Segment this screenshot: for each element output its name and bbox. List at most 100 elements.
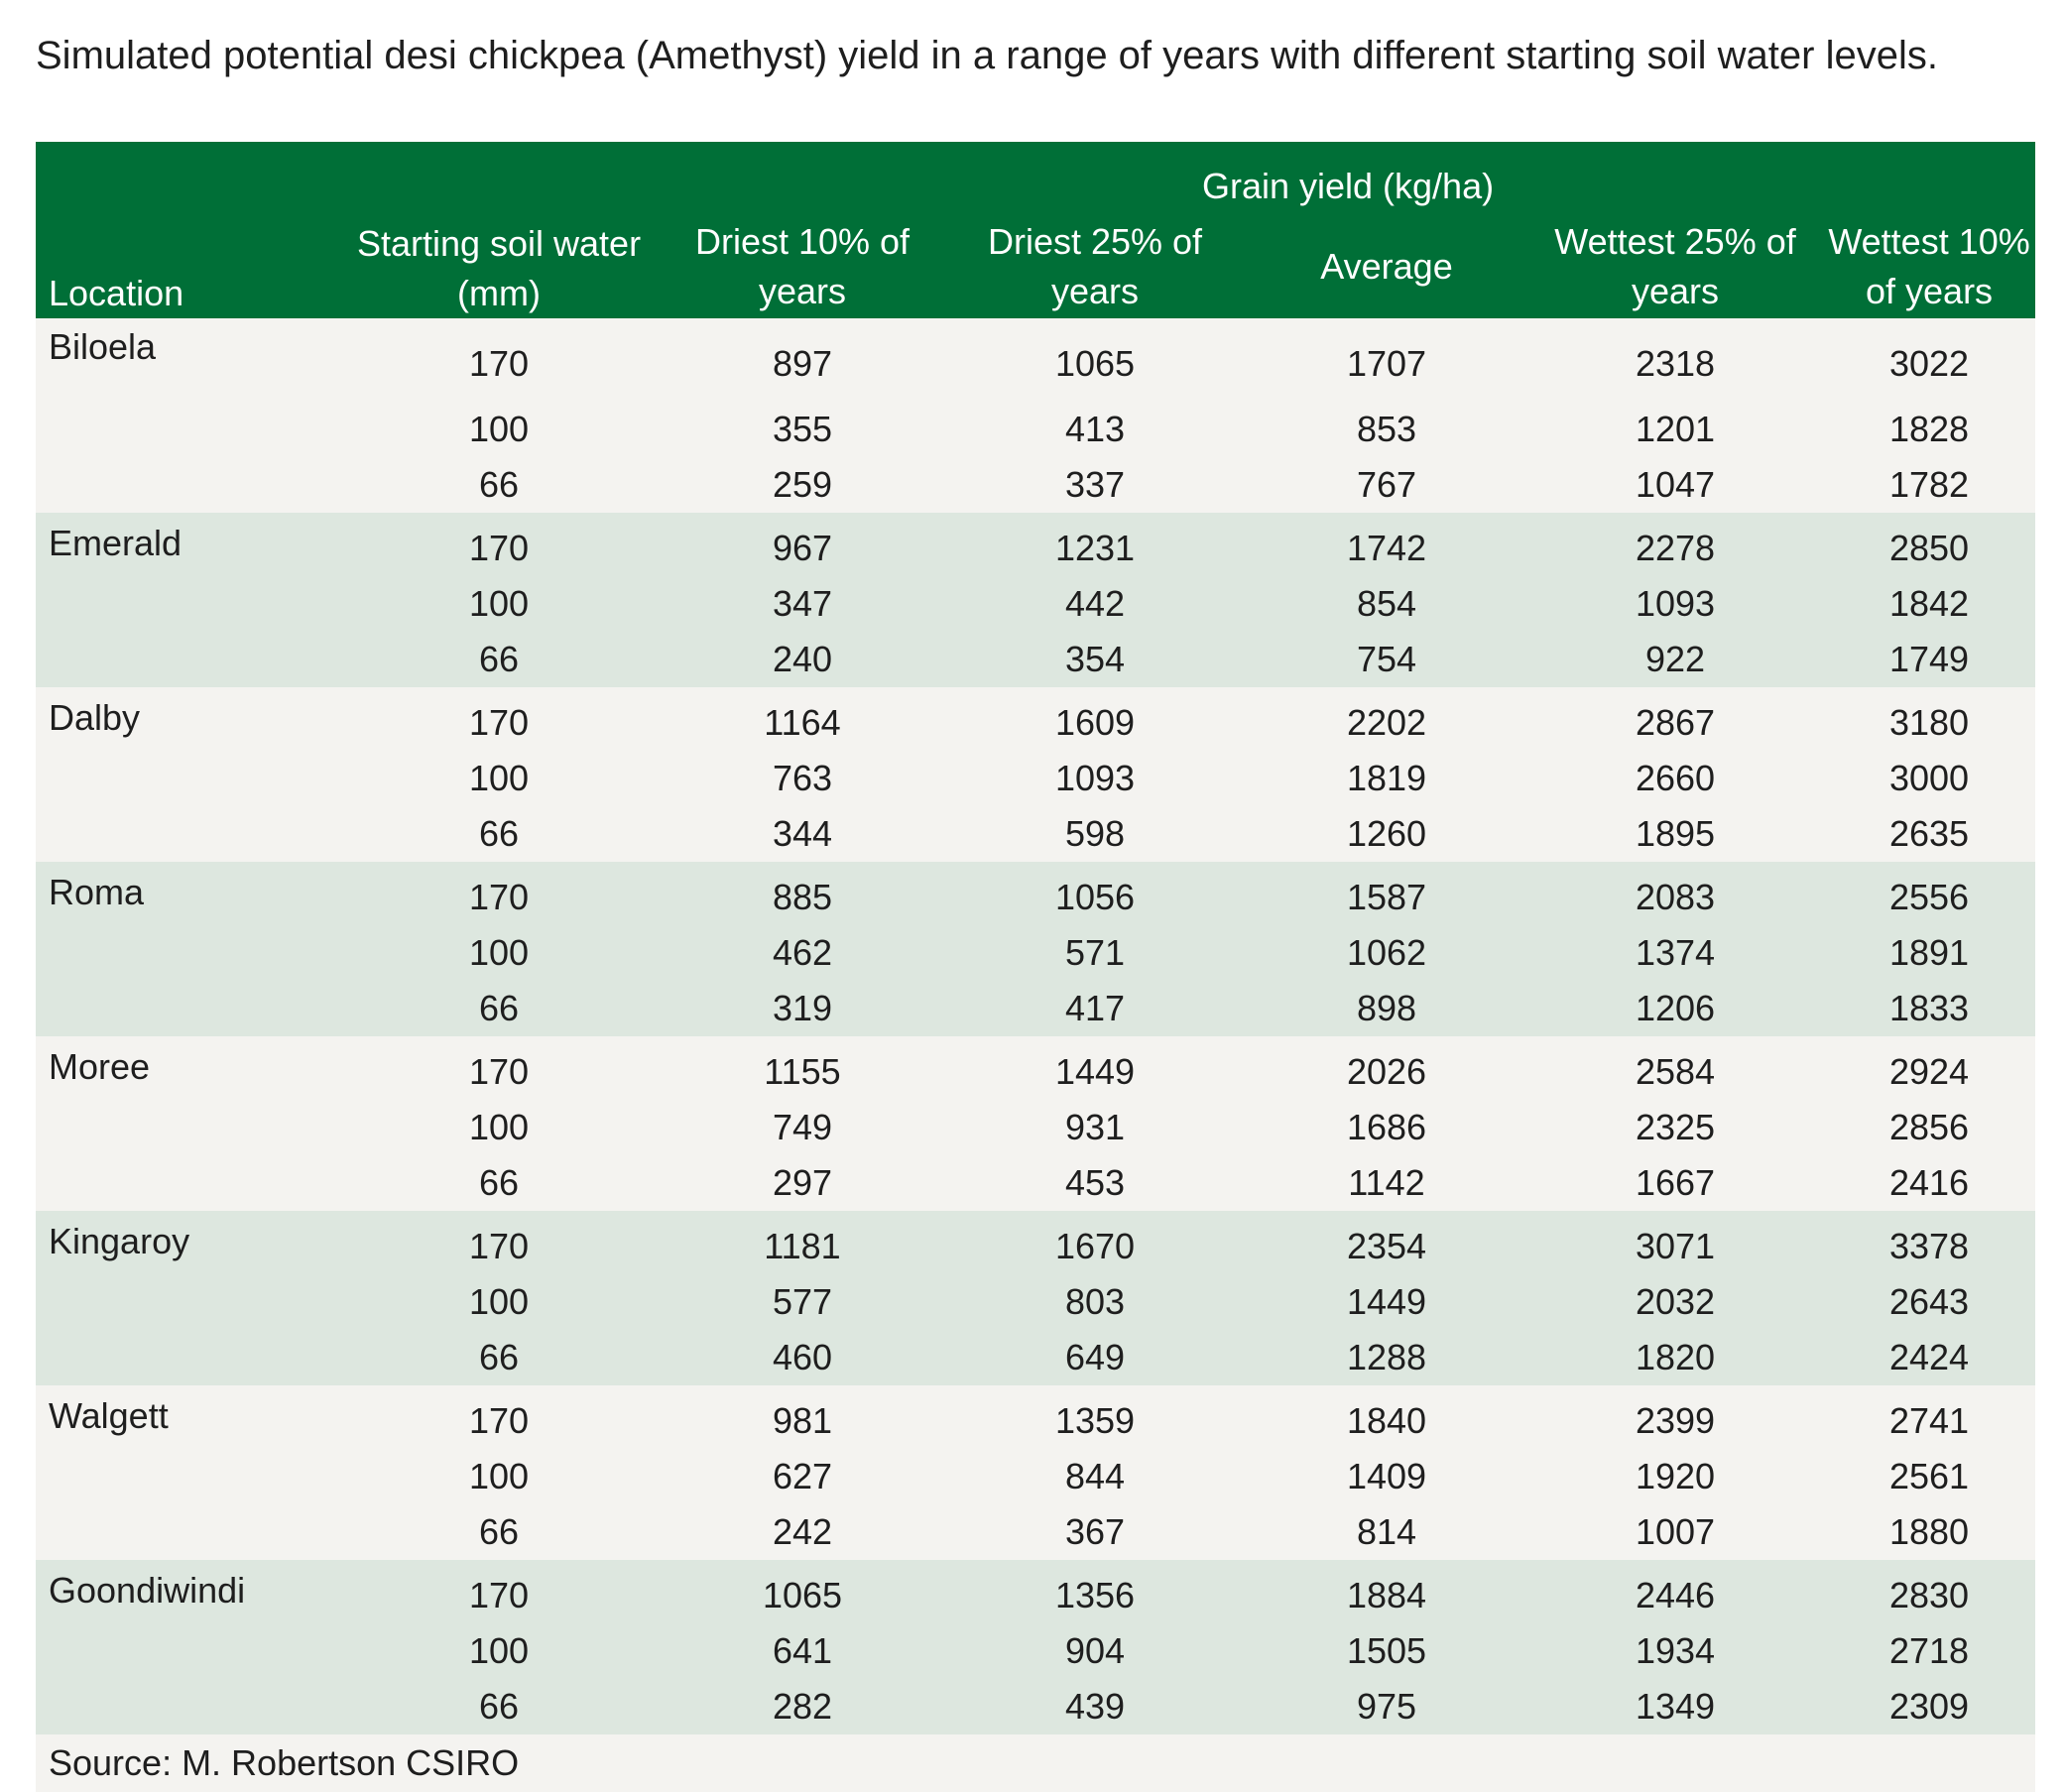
driest-25-cell: 413: [944, 402, 1246, 457]
header-driest-10: Driest 10% of years: [661, 215, 944, 318]
wettest-25-cell: 1349: [1527, 1679, 1823, 1734]
average-cell: 1840: [1246, 1385, 1527, 1449]
soil-water-cell: 66: [337, 1330, 661, 1385]
location-cell: Moree: [36, 1036, 337, 1211]
driest-25-cell: 337: [944, 457, 1246, 513]
wettest-10-cell: 1833: [1823, 981, 2036, 1036]
table-row: Goondiwindi 170 1065 1356 1884 2446 2830: [36, 1560, 2036, 1734]
driest-10-cell: 344: [661, 806, 944, 862]
location-cell: Goondiwindi: [36, 1560, 337, 1734]
driest-25-cell: 1359: [944, 1385, 1246, 1449]
table-row: 100 355 413 853 1201 1828: [36, 402, 2036, 457]
location-cell: Kingaroy: [36, 1211, 337, 1385]
driest-10-cell: 577: [661, 1274, 944, 1330]
wettest-25-cell: 2399: [1527, 1385, 1823, 1449]
driest-10-cell: 460: [661, 1330, 944, 1385]
average-cell: 1062: [1246, 925, 1527, 981]
driest-25-cell: 571: [944, 925, 1246, 981]
wettest-10-cell: 2741: [1823, 1385, 2036, 1449]
driest-25-cell: 803: [944, 1274, 1246, 1330]
driest-25-cell: 1449: [944, 1036, 1246, 1100]
wettest-10-cell: 1880: [1823, 1504, 2036, 1560]
location-cell: Roma: [36, 862, 337, 1036]
wettest-25-cell: 2083: [1527, 862, 1823, 925]
location-cell: Biloela: [36, 318, 337, 513]
driest-10-cell: 1181: [661, 1211, 944, 1274]
header-average: Average: [1246, 215, 1527, 318]
driest-10-cell: 1164: [661, 687, 944, 751]
wettest-10-cell: 2830: [1823, 1560, 2036, 1623]
average-cell: 1409: [1246, 1449, 1527, 1504]
header-location: Location: [36, 142, 337, 318]
driest-10-cell: 347: [661, 576, 944, 632]
wettest-10-cell: 2643: [1823, 1274, 2036, 1330]
table-row: 66 240 354 754 922 1749: [36, 632, 2036, 687]
table-row: Kingaroy 170 1181 1670 2354 3071 3378: [36, 1211, 2036, 1385]
wettest-10-cell: 2718: [1823, 1623, 2036, 1679]
soil-water-cell: 100: [337, 1274, 661, 1330]
average-cell: 1142: [1246, 1155, 1527, 1211]
wettest-10-cell: 1891: [1823, 925, 2036, 981]
wettest-25-cell: 2278: [1527, 513, 1823, 576]
driest-25-cell: 1356: [944, 1560, 1246, 1623]
table-row: 100 462 571 1062 1374 1891: [36, 925, 2036, 981]
driest-10-cell: 297: [661, 1155, 944, 1211]
driest-25-cell: 904: [944, 1623, 1246, 1679]
location-cell: Dalby: [36, 687, 337, 862]
driest-10-cell: 749: [661, 1100, 944, 1155]
soil-water-cell: 66: [337, 1679, 661, 1734]
table-row: Walgett 170 981 1359 1840 2399 2741: [36, 1385, 2036, 1560]
table-row: 66 344 598 1260 1895 2635: [36, 806, 2036, 862]
soil-water-cell: 100: [337, 925, 661, 981]
wettest-25-cell: 1374: [1527, 925, 1823, 981]
driest-10-cell: 885: [661, 862, 944, 925]
wettest-10-cell: 3022: [1823, 318, 2036, 402]
location-cell: Emerald: [36, 513, 337, 687]
driest-25-cell: 598: [944, 806, 1246, 862]
average-cell: 1742: [1246, 513, 1527, 576]
soil-water-cell: 170: [337, 1385, 661, 1449]
soil-water-cell: 66: [337, 806, 661, 862]
average-cell: 2026: [1246, 1036, 1527, 1100]
driest-10-cell: 242: [661, 1504, 944, 1560]
wettest-25-cell: 1667: [1527, 1155, 1823, 1211]
table-header: Location Starting soil water (mm) Grain …: [36, 142, 2036, 318]
wettest-25-cell: 1820: [1527, 1330, 1823, 1385]
driest-25-cell: 417: [944, 981, 1246, 1036]
driest-10-cell: 641: [661, 1623, 944, 1679]
average-cell: 975: [1246, 1679, 1527, 1734]
average-cell: 2354: [1246, 1211, 1527, 1274]
header-starting-soil-water: Starting soil water (mm): [337, 142, 661, 318]
average-cell: 898: [1246, 981, 1527, 1036]
table-row: 100 577 803 1449 2032 2643: [36, 1274, 2036, 1330]
soil-water-cell: 170: [337, 318, 661, 402]
table-row: 66 282 439 975 1349 2309: [36, 1679, 2036, 1734]
driest-10-cell: 355: [661, 402, 944, 457]
wettest-10-cell: 2850: [1823, 513, 2036, 576]
soil-water-cell: 100: [337, 1449, 661, 1504]
wettest-10-cell: 1828: [1823, 402, 2036, 457]
driest-25-cell: 442: [944, 576, 1246, 632]
average-cell: 1260: [1246, 806, 1527, 862]
soil-water-cell: 66: [337, 1155, 661, 1211]
wettest-25-cell: 1093: [1527, 576, 1823, 632]
header-grain-yield: Grain yield (kg/ha): [661, 142, 2036, 215]
table-row: Dalby 170 1164 1609 2202 2867 3180: [36, 687, 2036, 862]
table-row: 100 749 931 1686 2325 2856: [36, 1100, 2036, 1155]
table-row: 100 627 844 1409 1920 2561: [36, 1449, 2036, 1504]
driest-25-cell: 1231: [944, 513, 1246, 576]
table-row: 66 460 649 1288 1820 2424: [36, 1330, 2036, 1385]
driest-10-cell: 1065: [661, 1560, 944, 1623]
soil-water-cell: 66: [337, 457, 661, 513]
wettest-10-cell: 2561: [1823, 1449, 2036, 1504]
driest-25-cell: 1609: [944, 687, 1246, 751]
driest-25-cell: 1056: [944, 862, 1246, 925]
soil-water-cell: 170: [337, 1211, 661, 1274]
soil-water-cell: 100: [337, 751, 661, 806]
location-cell: Walgett: [36, 1385, 337, 1560]
driest-25-cell: 1670: [944, 1211, 1246, 1274]
average-cell: 1587: [1246, 862, 1527, 925]
driest-25-cell: 367: [944, 1504, 1246, 1560]
wettest-10-cell: 1842: [1823, 576, 2036, 632]
source-note: Source: M. Robertson CSIRO: [36, 1734, 2035, 1792]
